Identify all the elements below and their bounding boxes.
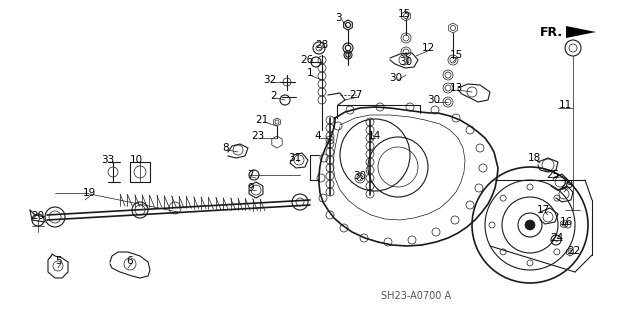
Text: 16: 16: [559, 217, 573, 227]
Text: 30: 30: [399, 57, 413, 67]
Text: 4: 4: [315, 131, 321, 141]
Text: 24: 24: [550, 233, 564, 243]
Text: 22: 22: [568, 246, 580, 256]
Text: 8: 8: [223, 143, 229, 153]
Text: 11: 11: [558, 100, 572, 110]
Text: 2: 2: [271, 91, 277, 101]
Text: 10: 10: [129, 155, 143, 165]
Text: 25: 25: [547, 170, 559, 180]
Text: 18: 18: [527, 153, 541, 163]
Circle shape: [525, 220, 535, 230]
Text: 15: 15: [397, 9, 411, 19]
Text: 7: 7: [246, 170, 253, 180]
Text: 9: 9: [248, 183, 254, 193]
Text: 27: 27: [349, 90, 363, 100]
Text: 1: 1: [307, 68, 314, 78]
Text: 30: 30: [389, 73, 403, 83]
Text: 33: 33: [101, 155, 115, 165]
Text: 20: 20: [31, 211, 45, 221]
Text: 21: 21: [255, 115, 269, 125]
Text: 23: 23: [252, 131, 264, 141]
Text: 13: 13: [449, 83, 463, 93]
Text: 29: 29: [561, 180, 573, 190]
Text: SH23-A0700 A: SH23-A0700 A: [381, 291, 451, 301]
Text: 5: 5: [56, 256, 62, 266]
Bar: [130, 162, 150, 182]
Text: 17: 17: [536, 205, 550, 215]
Text: 28: 28: [316, 40, 328, 50]
Text: 26: 26: [300, 55, 314, 65]
Text: 14: 14: [367, 131, 381, 141]
Text: 12: 12: [421, 43, 435, 53]
Text: 32: 32: [264, 75, 276, 85]
Text: 31: 31: [289, 153, 301, 163]
Text: 30: 30: [428, 95, 440, 105]
Text: 30: 30: [353, 171, 367, 181]
Text: 19: 19: [83, 188, 95, 198]
Text: 6: 6: [127, 256, 133, 266]
Text: 3: 3: [335, 13, 341, 23]
Text: 15: 15: [449, 50, 463, 60]
Polygon shape: [566, 26, 596, 38]
Text: FR.: FR.: [540, 26, 563, 39]
